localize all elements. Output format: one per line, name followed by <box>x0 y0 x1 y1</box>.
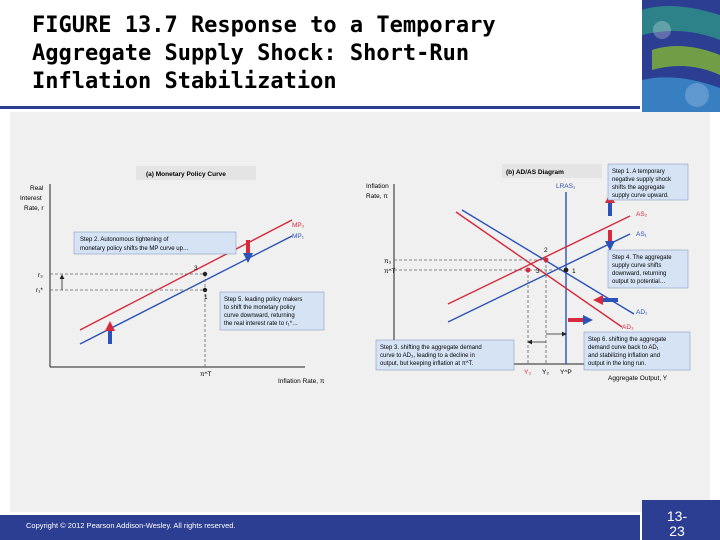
tick-y3: Y₃ <box>524 369 531 376</box>
panel-a-y-label-1: Real <box>30 185 44 192</box>
ad1-curve <box>461 209 635 315</box>
panel-b-point-1 <box>563 267 569 273</box>
panel-b-y-label-1: Inflation <box>366 183 389 190</box>
panel-a-point-3-label: 3 <box>194 265 198 272</box>
panel-a-point-1-label: 1 <box>204 294 208 301</box>
panel-b-point-1-label: 1 <box>572 268 576 275</box>
tick-pi-target: π^T <box>200 371 212 378</box>
step4-callout <box>607 249 689 289</box>
step6-line-3: and stabilizing inflation and <box>588 353 660 359</box>
step3-line-1: Step 3. shifting the aggregate demand <box>380 345 482 351</box>
tick-piT: π^T <box>384 268 396 275</box>
panel-b-x-label: Aggregate Output, Y <box>608 375 668 382</box>
step2-line-2: monetary policy shifts the MP curve up… <box>80 246 189 252</box>
panel-a-y-label-2: Interest <box>20 195 42 202</box>
corner-decoration-art <box>642 0 720 112</box>
copyright-notice: Copyright © 2012 Pearson Addison-Wesley.… <box>26 521 236 530</box>
step4-line-2: supply curve shifts <box>612 263 661 269</box>
page-number-box: 13- 23 <box>642 500 720 540</box>
tick-r3: r₃ <box>38 272 43 279</box>
panel-b-title: (b) AD/AS Diagram <box>506 169 564 176</box>
step1-line-3: shifts the aggregate <box>612 185 665 191</box>
step6-line-4: output in the long run. <box>588 361 646 367</box>
panel-b: (b) AD/AS Diagram Inflation Rate, π Aggr… <box>366 163 691 382</box>
panel-a-x-label: Inflation Rate, π <box>278 378 325 385</box>
slide-title: FIGURE 13.7 Response to a Temporary Aggr… <box>32 13 496 94</box>
figure-area: (a) Monetary Policy Curve Real Interest … <box>10 112 710 512</box>
step4-line-3: downward, returning <box>612 271 666 277</box>
mp1-label: MP₁ <box>292 233 305 240</box>
step6-line-1: Step 6. shifting the aggregate <box>588 337 667 343</box>
panel-b-point-3-label: 3 <box>536 268 540 275</box>
as-shift-down-arrow <box>605 230 615 251</box>
step5-line-1: Step 5. leading policy makers <box>224 297 302 303</box>
step6-line-2: demand curve back to AD₁ <box>588 345 659 351</box>
title-divider <box>0 106 640 109</box>
panel-b-title-box <box>502 164 602 178</box>
footer-bar <box>0 515 640 540</box>
ad1-label: AD₁ <box>636 309 648 316</box>
step1-line-1: Step 1. A temporary <box>612 169 665 175</box>
step3-line-2: curve to AD₃, leading to a decline in <box>380 353 475 359</box>
panel-a-title-box <box>136 166 256 180</box>
panel-b-y-label-2: Rate, π <box>366 193 388 200</box>
step4-line-4: output to potential… <box>612 279 666 285</box>
panel-a: (a) Monetary Policy Curve Real Interest … <box>20 166 325 385</box>
lras-label: LRAS₁ <box>556 183 576 190</box>
ad3-curve <box>455 211 623 328</box>
figure-diagram: (a) Monetary Policy Curve Real Interest … <box>20 163 691 385</box>
step3-callout <box>375 339 515 371</box>
tick-r1: r₁* <box>36 287 43 294</box>
step2-line-1: Step 2. Autonomous tightening of <box>80 237 169 243</box>
panel-a-title: (a) Monetary Policy Curve <box>146 171 226 178</box>
step5-line-3: curve downward, returning <box>224 313 295 319</box>
step3-line-3: output, but keeping inflation at π^T. <box>380 361 474 367</box>
panel-a-point-1 <box>202 287 208 293</box>
panel-a-y-label-3: Rate, r <box>24 205 44 212</box>
step2-callout <box>73 231 237 255</box>
step6-callout <box>583 331 691 371</box>
panel-a-point-3 <box>202 271 208 277</box>
mp-shift-up-arrow <box>105 321 115 344</box>
page-number: 13- 23 <box>666 508 688 539</box>
ad-shift-left-arrow <box>593 295 618 305</box>
as1-curve <box>447 233 631 323</box>
mp2-curve <box>79 219 293 331</box>
step1-callout <box>607 163 689 201</box>
mp2-label: MP₂ <box>292 222 305 229</box>
as1-label: AS₁ <box>636 231 648 238</box>
step5-callout <box>219 291 325 331</box>
ad3-label: AD₃ <box>622 324 634 331</box>
step5-line-4: the real interest rate to r₁*… <box>224 321 298 327</box>
mp-shift-down-arrow <box>243 240 253 263</box>
panel-b-point-2-label: 2 <box>544 247 548 254</box>
step1-line-4: supply curve upward. <box>612 193 669 199</box>
tick-pi3: π₃ <box>384 258 391 265</box>
tick-yp: Y^P <box>560 369 572 376</box>
tick-y2: Y₂ <box>542 369 549 376</box>
step1-line-2: negative supply shock <box>612 177 672 183</box>
ad-shift-right-arrow <box>568 315 593 325</box>
step4-line-1: Step 4. The aggregate <box>612 255 672 261</box>
step5-line-2: to shift the monetary policy <box>224 305 295 311</box>
panel-b-point-2 <box>543 257 549 263</box>
as2-label: AS₂ <box>636 211 648 218</box>
panel-b-point-3 <box>525 267 531 273</box>
